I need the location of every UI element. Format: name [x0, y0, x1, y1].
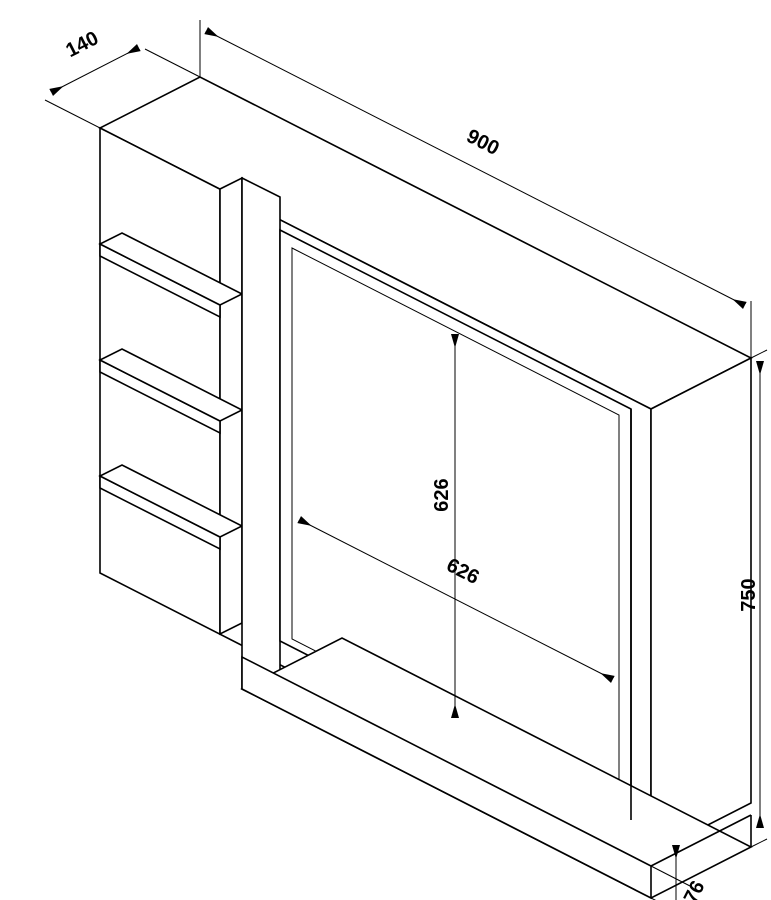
cabinet-body: [100, 77, 751, 898]
dim-depth-label: 140: [62, 27, 102, 62]
dim-mirror-h-label: 626: [431, 478, 453, 511]
technical-drawing: 140 900 750 76 626 626: [0, 0, 771, 900]
dim-width-label: 900: [463, 125, 503, 160]
dim-height-label: 750: [738, 578, 760, 611]
narrow-door: [242, 178, 280, 708]
